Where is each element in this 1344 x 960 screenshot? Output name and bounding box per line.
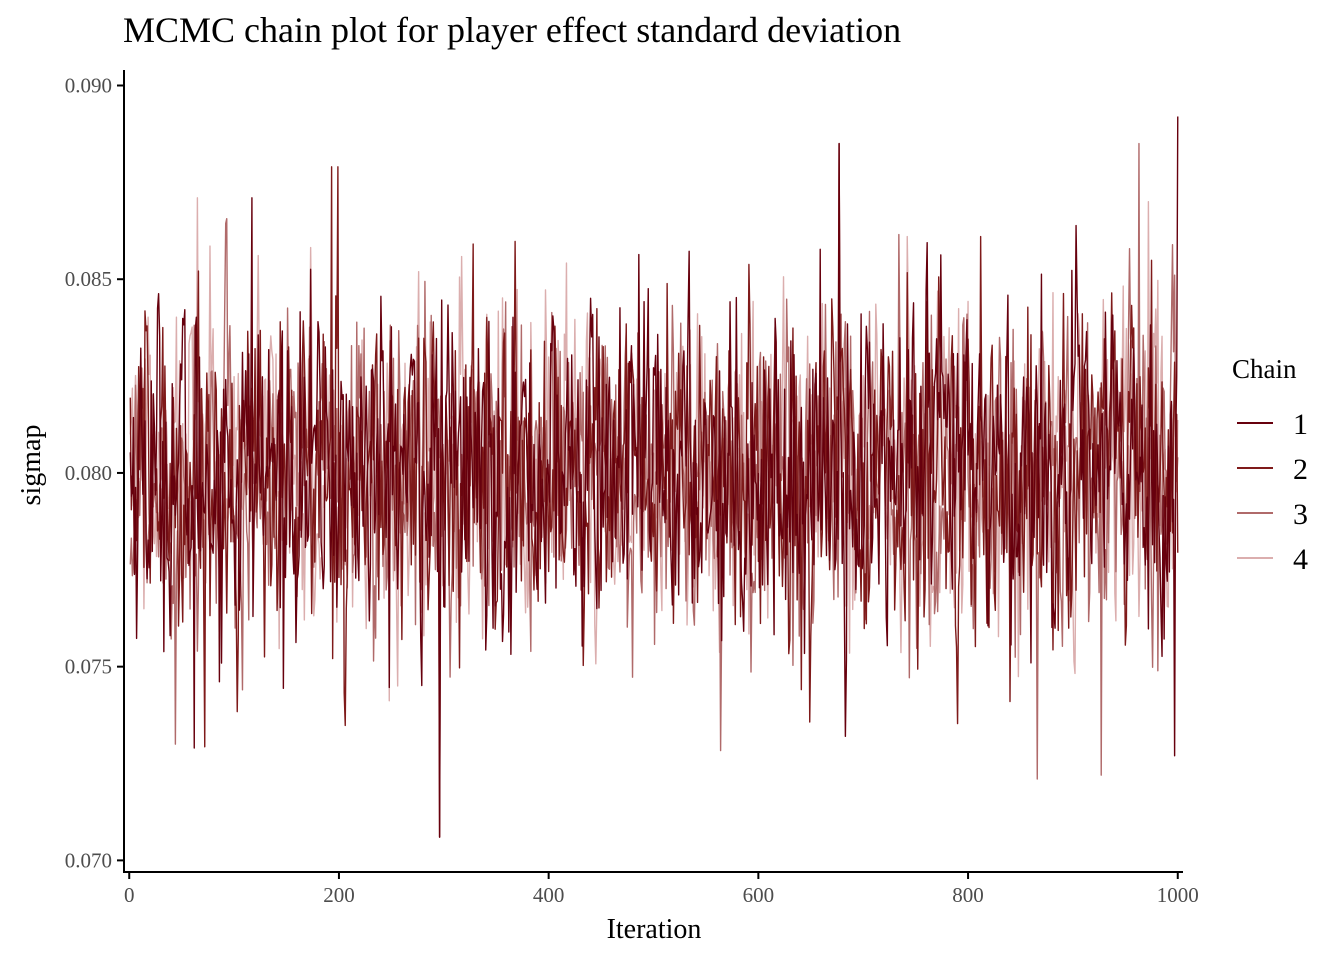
x-tick-label: 400 — [533, 883, 565, 907]
axis-lines — [123, 70, 1183, 873]
x-tick-label: 0 — [124, 883, 135, 907]
y-tick-label: 0.085 — [65, 267, 112, 291]
plot-area: 0 200 400 600 800 1000 0.0700.0750.0800.0850.… — [65, 70, 1199, 907]
chart-title: MCMC chain plot for player effect standa… — [123, 10, 901, 50]
y-tick-label: 0.070 — [65, 848, 112, 872]
x-axis-title: Iteration — [607, 914, 702, 945]
legend-label-chain-3: 3 — [1293, 498, 1308, 531]
legend-items: 1 2 3 4 — [1237, 408, 1308, 576]
legend-label-chain-4: 4 — [1293, 543, 1308, 576]
x-axis: 0 200 400 600 800 1000 — [124, 872, 1199, 907]
x-tick-label: 600 — [743, 883, 775, 907]
legend-label-chain-1: 1 — [1293, 408, 1308, 441]
x-tick-label: 200 — [323, 883, 355, 907]
legend-title: Chain — [1232, 354, 1297, 384]
y-tick-label: 0.075 — [65, 655, 112, 679]
legend: Chain 1 2 3 4 — [1232, 354, 1308, 576]
legend-label-chain-2: 2 — [1293, 453, 1308, 486]
y-tick-label: 0.090 — [65, 73, 112, 97]
x-tick-label: 1000 — [1157, 883, 1199, 907]
series-layer — [129, 116, 1179, 838]
x-tick-label: 800 — [952, 883, 984, 907]
y-axis-title: sigmap — [16, 425, 47, 506]
chain-1-trace — [129, 116, 1179, 838]
y-tick-label: 0.080 — [65, 461, 112, 485]
y-axis: 0.070 0.075 0.080 0.085 0.090 — [65, 73, 124, 872]
